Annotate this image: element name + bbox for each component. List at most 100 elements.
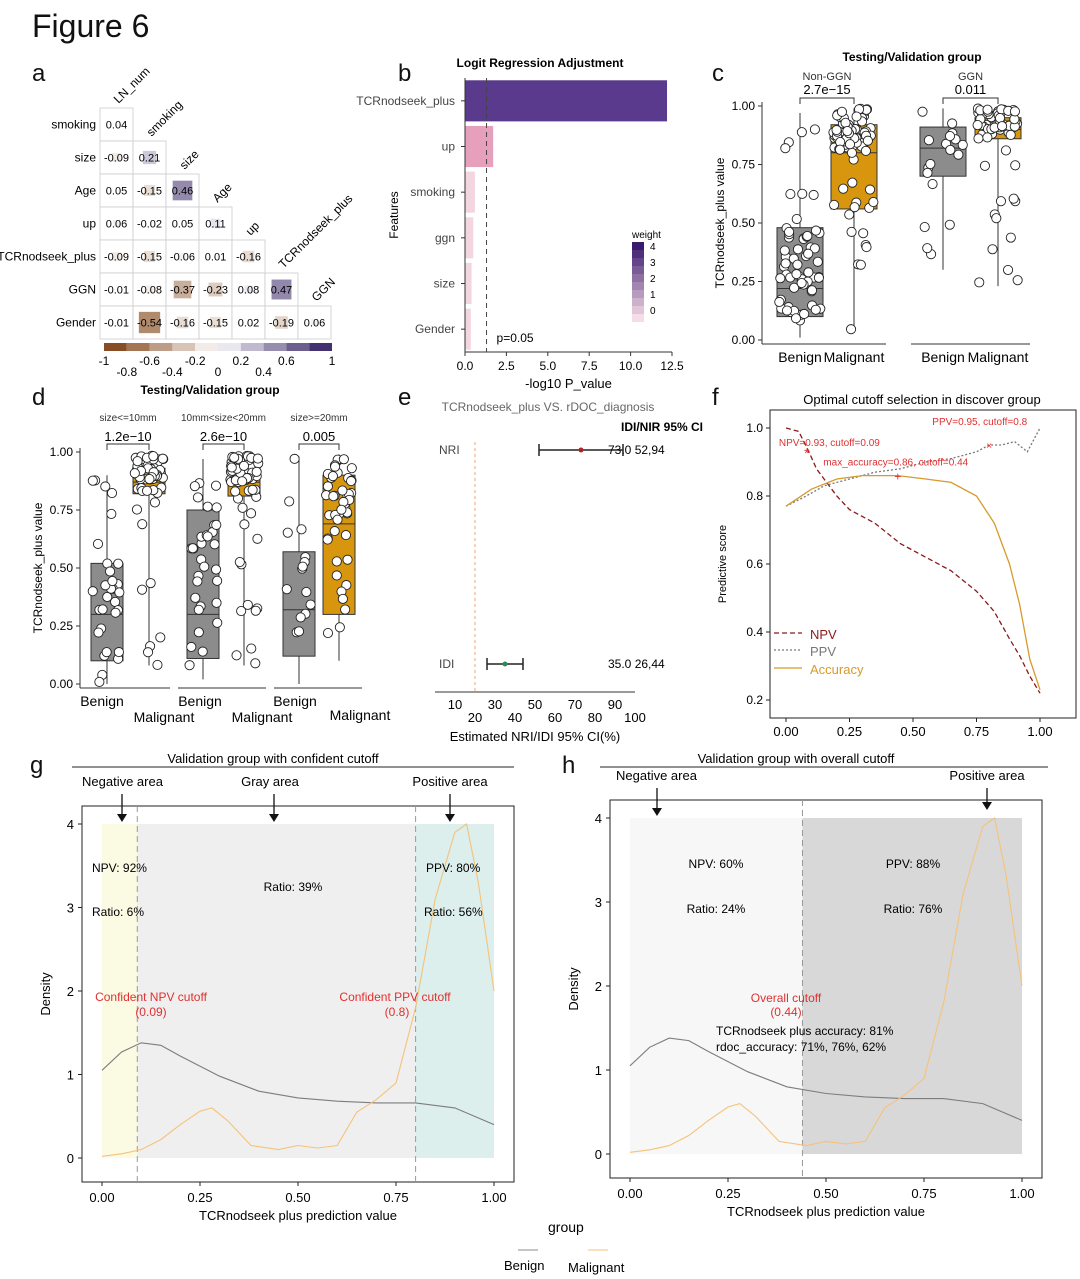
scale-swatch [172,343,196,351]
data-point [944,131,956,142]
area-stat: NPV: 60% [689,857,744,871]
data-point [790,313,802,324]
x-tick: 0.75 [964,724,989,739]
data-point [282,527,293,538]
data-point [100,481,111,492]
corr-square [112,252,121,261]
category-label: size [434,277,456,291]
data-point [858,228,869,239]
area-background [630,818,803,1154]
corr-value: 0.05 [172,219,193,231]
data-point [332,514,343,525]
corr-square [138,311,161,334]
x-tick: 90 [608,697,622,712]
data-point [93,627,104,638]
data-point [137,519,148,530]
data-point [106,488,118,499]
data-point [331,570,342,581]
y-tick: 0.00 [732,333,756,347]
data-point [239,519,250,530]
y-tick: 0.6 [746,557,763,571]
corr-value: 0.21 [139,153,160,165]
x-tick: 10 [448,697,462,712]
data-point [284,496,295,507]
data-point [105,566,116,577]
bar [465,217,474,259]
data-point [860,145,871,156]
area-label: Gray area [241,774,300,789]
arrow-head [117,814,127,822]
legend-malignant-label: Malignant [568,1260,625,1275]
series-line [785,427,1041,694]
cutoff-label: Confident PPV cutoff [339,990,451,1004]
data-point [97,604,108,615]
panel-label-h: h [562,752,576,779]
category-label: Benign [80,693,124,709]
corr-cell [99,305,134,340]
corr-value: 0.06 [304,318,325,330]
bar [465,171,475,213]
data-point [974,277,985,288]
data-point [780,143,791,154]
bracket [298,443,340,450]
legend-title: weight [631,230,661,241]
corr-value: 0.06 [106,219,127,231]
scale-tick: -1 [99,354,110,368]
data-point [322,628,334,639]
data-point [995,196,1007,207]
data-point [211,519,222,530]
x-label: TCRnodseek plus prediction value [199,1208,397,1223]
cutoff-label: (0.44) [770,1005,801,1019]
corr-value: -0.54 [137,318,162,330]
area-stat: Ratio: 39% [264,880,323,894]
x-label: -log10 P_value [525,376,612,391]
x-label: TCRnodseek plus prediction value [727,1204,925,1219]
data-point [231,650,242,661]
data-point [796,278,807,289]
data-point [927,178,938,190]
panel-f-chart: Optimal cutoff selection in discover gro… [717,392,1077,739]
data-point [131,504,143,515]
area-stat: Ratio: 24% [687,902,746,916]
density-line [629,1037,1023,1121]
y-tick: 4 [595,811,602,826]
data-point [864,184,876,195]
data-point [202,501,213,512]
series-line [785,474,1041,691]
data-point [836,106,847,117]
data-point [1003,264,1014,276]
data-point [336,504,347,515]
scale-tick: -0.4 [162,365,183,379]
corr-value: 0.01 [205,252,226,264]
y-tick: 3 [67,901,74,916]
scale-swatch [218,343,241,351]
row-values: 73.0 52,94 [608,443,665,457]
data-point [197,646,208,657]
corr-square [142,150,157,165]
data-point [281,584,292,595]
corr-value: -0.19 [269,318,294,330]
corr-value: -0.15 [137,252,162,264]
data-point [234,557,245,568]
data-point [137,584,148,595]
annotation: NPV=0.93, cutoff=0.09 [779,438,880,449]
data-point [789,282,800,293]
data-point [252,533,263,544]
data-point [237,476,248,487]
chart-title: Logit Regression Adjustment [457,56,624,70]
data-point [922,243,933,254]
data-point [210,480,222,491]
corr-value: -0.01 [104,285,129,297]
legend-label: Accuracy [810,662,864,677]
category-label: ggn [435,231,455,245]
corr-value: 0.02 [238,318,259,330]
legend-tick: 3 [650,258,656,269]
data-point [809,243,820,254]
estimate-point [578,447,584,453]
col-label: LN_num [111,64,153,106]
data-point [340,530,351,541]
scale-swatch [309,343,332,351]
y-tick: 0.8 [746,489,763,503]
panel-h-chart: Validation group with overall cutoff 0 1 2 3… [568,751,1048,1219]
